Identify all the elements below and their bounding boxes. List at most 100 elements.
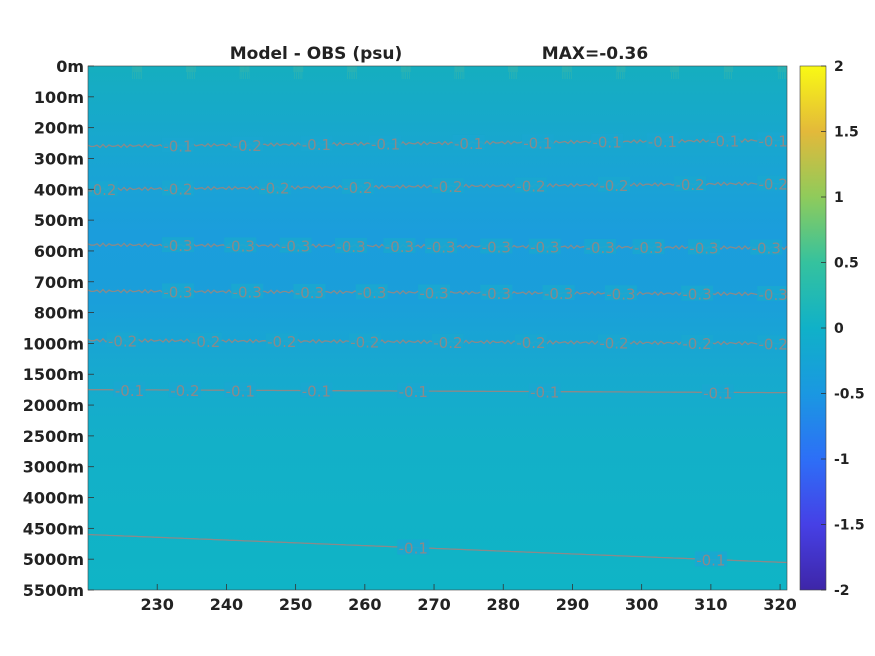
- x-tick-label: 230: [141, 595, 174, 614]
- y-axis: 0m 100m 200m 300m 400m 500m 600m 700m 800m 1000m 1…: [23, 57, 94, 600]
- contour-label: -0.2: [516, 334, 545, 352]
- contour-label-bg: [418, 284, 451, 300]
- contour-label-bg: [528, 238, 561, 254]
- y-tick-label: 1500m: [23, 365, 84, 384]
- x-axis: 230 240 250 260 270 280 290 300 310 320: [141, 584, 797, 614]
- contour-label: -0.1: [530, 384, 559, 402]
- contour-label: -0.3: [530, 239, 559, 257]
- contour-label-bg: [701, 384, 734, 400]
- colorbar-tick-label: 1: [834, 190, 844, 206]
- contour-label-bg: [632, 239, 665, 255]
- y-tick-label: 4000m: [23, 489, 84, 508]
- contour-label: -0.1: [523, 134, 552, 152]
- contour-label: -0.3: [606, 285, 635, 303]
- x-tick-label: 270: [417, 595, 450, 614]
- contour-label: -0.2: [433, 334, 462, 352]
- contour-label: -0.3: [682, 286, 711, 304]
- contour-label: -0.2: [233, 137, 262, 155]
- contour-label-bg: [431, 333, 464, 349]
- contour-label: -0.2: [260, 180, 289, 198]
- contour-label: -0.2: [599, 177, 628, 195]
- contour-label-bg: [231, 136, 264, 152]
- contour-label: -0.1: [759, 132, 788, 150]
- contour-label: -0.2: [108, 332, 137, 350]
- contour-label-bg: [757, 132, 787, 148]
- contour-label-bg: [591, 133, 624, 149]
- chart-title: Model - OBS (psu): [230, 44, 403, 64]
- contour-label: -0.2: [759, 175, 788, 193]
- colorbar: 2 1.5 1 0.5 0 -0.5 -1 -1.5 -2: [799, 59, 865, 599]
- contour-label: -0.2: [350, 334, 379, 352]
- contour-label: -0.1: [454, 135, 483, 153]
- y-tick-label: 200m: [34, 119, 84, 138]
- colorbar-tick-label: 0: [834, 321, 844, 337]
- contour-label: -0.1: [399, 383, 428, 401]
- contour-label: -0.1: [302, 383, 331, 401]
- contour-label-bg: [424, 238, 457, 254]
- colorbar-tick-label: 2: [834, 59, 844, 75]
- contour-label: -0.2: [267, 333, 296, 351]
- contour-label: -0.2: [433, 178, 462, 196]
- y-tick-label: 5500m: [23, 581, 84, 600]
- contour-label: -0.2: [87, 181, 116, 199]
- contour-label-bg: [597, 176, 630, 192]
- contour-label: -0.2: [675, 176, 704, 194]
- contour-label-bg: [383, 238, 416, 254]
- x-tick-label: 290: [556, 595, 589, 614]
- contour-label-bg: [521, 134, 554, 150]
- surface-noise: [88, 66, 787, 79]
- contour-label-bg: [369, 135, 402, 151]
- contour-label: -0.3: [163, 283, 192, 301]
- x-tick-label: 300: [625, 595, 658, 614]
- contour-label: -0.2: [191, 333, 220, 351]
- contour-label: -0.1: [710, 133, 739, 151]
- contour-label: -0.1: [696, 551, 725, 569]
- contour-label-bg: [681, 334, 714, 350]
- contour-label-bg: [431, 178, 464, 194]
- contour-label: -0.3: [336, 238, 365, 256]
- colorbar-tick-label: 1.5: [834, 125, 859, 141]
- contour-label-bg: [265, 333, 298, 349]
- contour-label-bg: [757, 335, 787, 351]
- contour-label: -0.1: [703, 384, 732, 402]
- contour-label: -0.3: [295, 284, 324, 302]
- contour-label: -0.1: [163, 137, 192, 155]
- y-tick-label: 500m: [34, 211, 84, 230]
- contour-label-bg: [646, 133, 679, 149]
- contour-label: -0.3: [482, 239, 511, 257]
- y-tick-label: 4500m: [23, 519, 84, 538]
- contour-label-bg: [397, 383, 430, 399]
- y-tick-label: 2500m: [23, 427, 84, 446]
- contour-label-bg: [452, 134, 485, 150]
- contour-label: -0.3: [759, 286, 788, 304]
- contour-label: -0.3: [357, 284, 386, 302]
- colorbar-tick-label: -1.5: [834, 518, 865, 534]
- contour-label: -0.3: [385, 238, 414, 256]
- contour-label: -0.1: [302, 136, 331, 154]
- contour-label-bg: [168, 382, 201, 398]
- contour-label: -0.3: [689, 239, 718, 257]
- contour-label-bg: [279, 237, 312, 253]
- contour-label: -0.3: [163, 237, 192, 255]
- contour-label: -0.2: [343, 179, 372, 197]
- contour-label-bg: [88, 181, 118, 197]
- contour-label-bg: [161, 237, 194, 253]
- contour-layer: -0.1 -0.2 -0.1 -0.1 -0.1 -0.1 -0.1 -0.1 -0.1 -0.1…: [87, 132, 788, 569]
- contour-label: -0.2: [170, 382, 199, 400]
- contour-label-bg: [708, 132, 741, 148]
- contour-label-bg: [604, 285, 637, 301]
- contour-label-bg: [224, 237, 257, 253]
- heatmap-field: [88, 66, 787, 590]
- contour-label-bg: [542, 285, 575, 301]
- contour-label-bg: [750, 239, 783, 255]
- contour-label-bg: [528, 383, 561, 399]
- y-tick-label: 100m: [34, 88, 84, 107]
- contour-label: -0.1: [115, 382, 144, 400]
- contour-label-bg: [480, 284, 513, 300]
- contour-label-bg: [681, 285, 714, 301]
- x-tick-label: 250: [279, 595, 312, 614]
- colorbar-tick-label: 0.5: [834, 256, 859, 272]
- y-tick-label: 300m: [34, 149, 84, 168]
- x-tick-label: 320: [763, 595, 796, 614]
